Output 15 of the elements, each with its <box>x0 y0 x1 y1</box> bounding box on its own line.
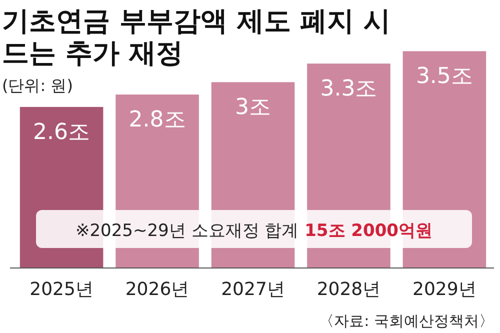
data-label: 2.6조 <box>33 120 90 145</box>
x-tick-label: 2028년 <box>316 279 381 300</box>
annotation: 15조 2000억원 <box>298 221 433 241</box>
x-tick-label: 2026년 <box>125 279 190 300</box>
chart-title: 기초연금 부부감액 제도 폐지 시 드는 추가 재정 <box>2 6 391 69</box>
x-tick-label: 2027년 <box>221 279 285 300</box>
annotation: ※2025~29년 소요재정 합계 <box>75 221 299 241</box>
data-label: 3.5조 <box>416 64 473 90</box>
text: 〈자료: 국회예산정책처〉 <box>319 312 494 330</box>
data-label: 2.8조 <box>128 108 186 133</box>
data-label: 3.3조 <box>320 76 378 102</box>
x-tick-label: 2025년 <box>30 279 94 300</box>
text: (단위: 원) <box>2 76 73 95</box>
data-label: 3조 <box>235 95 271 120</box>
x-tick-label: 2029년 <box>412 279 476 300</box>
